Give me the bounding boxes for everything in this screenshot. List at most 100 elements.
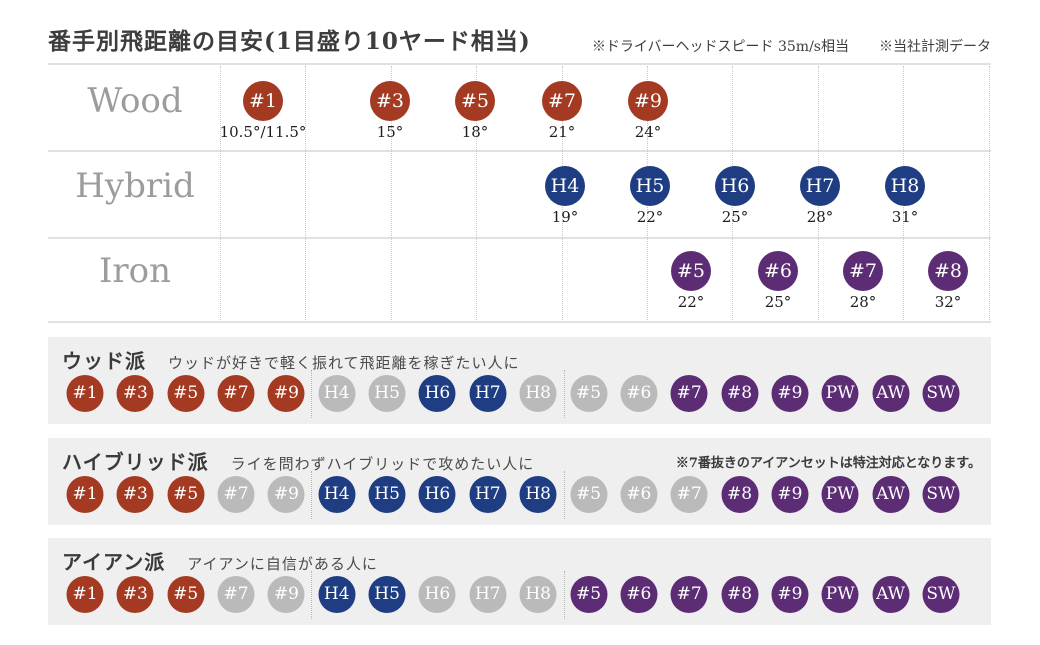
club-chip-iron: #9 [771,576,809,613]
club-chip-inactive: H5 [368,375,406,412]
club-chip-hybrid: H7 [469,476,507,513]
row-divider [48,237,991,239]
row-divider [48,150,991,152]
yardage-gridline [989,66,990,320]
club-chip-wood: #3 [116,576,154,613]
club-chip-iron: AW [872,375,910,412]
group-divider [564,571,565,619]
club-chip-inactive: H4 [318,375,356,412]
set-block-2: ハイブリッド派 ライを問わずハイブリッドで攻めたい人に ※7番抜きのアイアンセットは… [48,438,991,525]
set-description: アイアンに自信がある人に [187,555,378,573]
club-loft-label: 21° [548,123,576,141]
club-loft-label: 28° [806,208,834,226]
club-chip-wood: #9 [267,375,305,412]
club-loft-label: 22° [636,208,664,226]
club-loft-label: 24° [634,123,662,141]
yardage-gridline [220,66,221,320]
club-marker-wood: #3 [370,81,410,121]
club-chip-wood: #7 [217,375,255,412]
set-description: ウッドが好きで軽く振れて飛距離を稼ぎたい人に [168,354,520,372]
page-title: 番手別飛距離の目安(1目盛り10ヤード相当) [48,28,531,55]
header-notes: ※ドライバーヘッドスピード 35m/s相当 ※当社計測データ [592,36,991,56]
club-chip-iron: #6 [620,576,658,613]
club-chip-iron: #7 [670,576,708,613]
set-block-3: アイアン派 アイアンに自信がある人に #1 #3 #5 #7 #9 H4 H5 H6 H7 H8 #5 #… [48,538,991,625]
club-chip-hybrid: H7 [469,375,507,412]
club-chip-wood: #3 [116,375,154,412]
club-chip-iron: #8 [721,476,759,513]
set-header: ウッド派 ウッドが好きで軽く振れて飛距離を稼ぎたい人に [62,345,520,374]
club-marker-wood: #7 [542,81,582,121]
club-marker-iron: #6 [758,251,798,291]
club-chip-inactive: H8 [519,375,557,412]
club-chip-iron: PW [821,476,859,513]
club-chip-hybrid: H4 [318,576,356,613]
set-title: ウッド派 [62,349,146,373]
club-loft-label: 25° [721,208,749,226]
set-block-1: ウッド派 ウッドが好きで軽く振れて飛距離を稼ぎたい人に #1 #3 #5 #7 #9 H4 H5… [48,337,991,424]
club-chip-inactive: #9 [267,476,305,513]
club-chip-hybrid: H5 [368,476,406,513]
row-divider [48,321,991,323]
club-marker-wood: #1 [243,81,283,121]
club-chip-iron: SW [922,576,960,613]
set-header: ハイブリッド派 ライを問わずハイブリッドで攻めたい人に [62,446,534,475]
group-divider [311,370,312,418]
club-loft-label: 28° [849,293,877,311]
club-chip-inactive: #6 [620,375,658,412]
club-loft-label: 25° [764,293,792,311]
club-chip-hybrid: H6 [418,476,456,513]
club-chip-hybrid: H4 [318,476,356,513]
set-title: アイアン派 [62,550,166,574]
club-chip-inactive: #5 [570,375,607,412]
club-loft-label: 19° [551,208,579,226]
club-chip-iron: AW [872,576,910,613]
club-marker-wood: #5 [455,81,495,121]
club-marker-hybrid: H5 [630,166,670,206]
club-chip-iron: SW [922,375,960,412]
club-marker-iron: #5 [671,251,711,291]
club-chip-inactive: H7 [469,576,507,613]
club-chip-iron: PW [821,576,859,613]
club-chip-hybrid: H5 [368,576,406,613]
club-chip-inactive: #7 [217,576,255,613]
club-marker-hybrid: H8 [885,166,925,206]
note-head-speed: ※ドライバーヘッドスピード 35m/s相当 [591,39,849,55]
distance-chart: Wood #1 10.5°/11.5° #3 15° #5 18° #7 21° #9 24° Hyb… [0,63,1040,323]
club-chip-hybrid: H8 [519,476,557,513]
club-chip-iron: #7 [670,375,708,412]
club-chip-iron: #5 [570,576,607,613]
club-chip-iron: PW [821,375,859,412]
club-marker-hybrid: H6 [715,166,755,206]
club-chip-inactive: #7 [217,476,255,513]
yardage-gridline [391,66,392,320]
club-chip-iron: #9 [771,476,809,513]
group-divider [564,471,565,519]
row-divider [48,63,991,65]
note-measured-data: ※当社計測データ [879,39,991,55]
club-chip-wood: #1 [66,576,104,613]
club-chip-wood: #1 [66,476,104,513]
club-chip-inactive: #9 [267,576,305,613]
club-loft-label: 31° [891,208,919,226]
club-chip-inactive: H8 [519,576,557,613]
group-divider [564,370,565,418]
set-note: ※7番抜きのアイアンセットは特注対応となります。 [675,456,981,471]
club-loft-label: 10.5°/11.5° [219,123,307,141]
club-chip-inactive: #6 [620,476,658,513]
club-chip-iron: #8 [721,375,759,412]
row-label-hybrid: Hybrid [75,166,195,206]
club-chip-wood: #5 [167,476,205,513]
row-label-wood: Wood [87,81,183,121]
set-header: アイアン派 アイアンに自信がある人に [62,546,378,575]
club-loft-label: 32° [934,293,962,311]
club-loft-label: 15° [376,123,404,141]
club-marker-hybrid: H4 [545,166,585,206]
club-chip-wood: #1 [66,375,104,412]
club-chip-inactive: #5 [570,476,607,513]
club-marker-iron: #7 [843,251,883,291]
group-divider [311,471,312,519]
club-chip-hybrid: H6 [418,375,456,412]
club-chip-iron: SW [922,476,960,513]
